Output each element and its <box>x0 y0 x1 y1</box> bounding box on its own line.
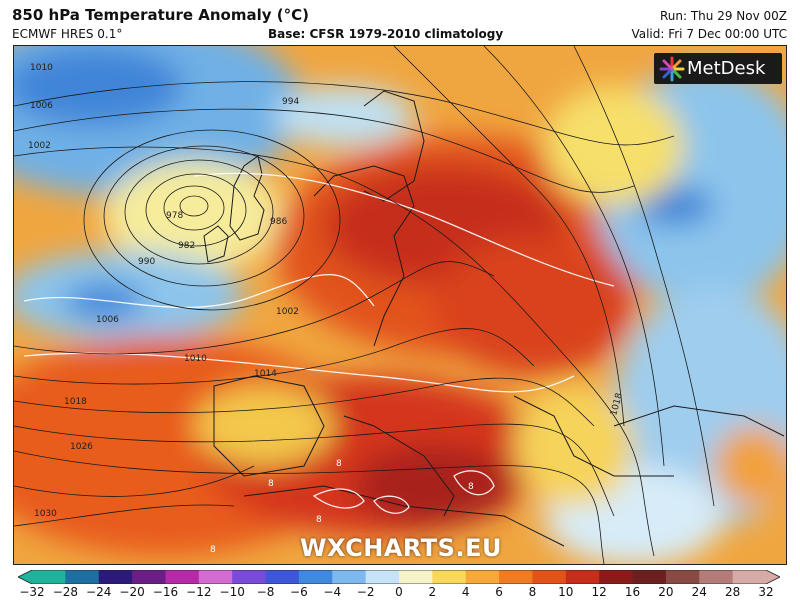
colorbar-tick-label: −20 <box>119 585 145 599</box>
colorbar-tick-label: 24 <box>691 585 707 599</box>
colorbar-cell <box>365 570 400 584</box>
colorbar-cell <box>32 570 66 584</box>
anomaly-label: 8 <box>468 482 474 492</box>
anomaly-labels: 8 8 8 8 8 <box>210 459 474 555</box>
isobar-label: 994 <box>282 97 299 107</box>
colorbar-tick-label: 0 <box>395 585 403 599</box>
isobars <box>14 46 715 564</box>
colorbar-cell <box>532 570 567 584</box>
model-label: ECMWF HRES 0.1° <box>12 27 123 41</box>
colorbar-cell <box>132 570 166 584</box>
isobar-label: 986 <box>270 217 287 227</box>
colorbar-tick-label: 4 <box>461 585 470 599</box>
isobar-label: 982 <box>178 241 195 251</box>
colorbar-cell <box>165 570 200 584</box>
colorbar-tick-label: −2 <box>356 585 375 599</box>
colorbar-cell <box>465 570 500 584</box>
colorbar-cell <box>432 570 467 584</box>
anomaly-label: 8 <box>316 515 322 525</box>
colorbar <box>18 570 780 584</box>
anomaly-label: 8 <box>268 479 274 489</box>
colorbar-tick-label: −24 <box>86 585 112 599</box>
metdesk-starburst-icon <box>659 56 685 82</box>
colorbar-cell <box>198 570 233 584</box>
colorbar-tick-label: −4 <box>323 585 342 599</box>
colorbar-cell <box>265 570 300 584</box>
isobar-label: 1014 <box>254 369 277 379</box>
colorbar-cell <box>699 570 734 584</box>
anomaly-label: 8 <box>210 545 216 555</box>
colorbar-tick-label: 2 <box>428 585 437 599</box>
colorbar-tick-label: 10 <box>558 585 574 599</box>
isobar-label: 1002 <box>28 141 51 151</box>
wxcharts-watermark: WXCHARTS.EU <box>300 534 502 562</box>
anomaly-field <box>14 46 786 564</box>
colorbar-tick-label: 8 <box>528 585 537 599</box>
colorbar-tick-label: 6 <box>495 585 503 599</box>
colorbar-cell <box>499 570 533 584</box>
colorbar-tick-label: 28 <box>724 585 741 599</box>
colorbar-cell <box>65 570 100 584</box>
isobar-label: 1026 <box>70 442 93 452</box>
anomaly-label: 8 <box>336 459 342 469</box>
isobar-label: 1018 <box>64 397 87 407</box>
colorbar-tick-label: −6 <box>290 585 308 599</box>
anomaly-map: 1010 1006 1002 994 978 982 986 990 1006 … <box>13 45 787 565</box>
colorbar-tick-label: 32 <box>758 585 774 599</box>
isobar-label: 1030 <box>34 509 57 519</box>
colorbar-cell <box>399 570 433 584</box>
colorbar-tick-label: −12 <box>186 585 212 599</box>
colorbar-cell <box>565 570 600 584</box>
colorbar-tick-label: 16 <box>624 585 641 599</box>
run-time-label: Run: Thu 29 Nov 00Z <box>659 9 787 23</box>
isobar-label: 1006 <box>96 315 119 325</box>
colorbar-tick-label: −16 <box>152 585 179 599</box>
colorbar-left-arrow <box>18 570 32 584</box>
colorbar-tick-label: −32 <box>19 585 45 599</box>
colorbar-tick-label: 20 <box>658 585 674 599</box>
colorbar-tick-label: −28 <box>52 585 79 599</box>
colorbar-cell <box>732 570 767 584</box>
colorbar-cell <box>332 570 367 584</box>
colorbar-cell <box>298 570 333 584</box>
colorbar-right-arrow <box>766 570 780 584</box>
colorbar-tick-label: −10 <box>219 585 245 599</box>
climatology-base-label: Base: CFSR 1979-2010 climatology <box>268 27 504 41</box>
isobar-label: 1010 <box>184 354 207 364</box>
metdesk-logo-text: MetDesk <box>687 58 766 79</box>
colorbar-cell <box>665 570 700 584</box>
chart-header: 850 hPa Temperature Anomaly (°C) ECMWF H… <box>0 0 800 44</box>
colorbar-cell <box>98 570 133 584</box>
isobar-label: 978 <box>166 211 183 221</box>
colorbar-cell <box>599 570 634 584</box>
isobar-label: 1006 <box>30 101 53 111</box>
metdesk-logo: MetDesk <box>654 53 782 84</box>
valid-time-label: Valid: Fri 7 Dec 00:00 UTC <box>631 27 787 41</box>
colorbar-tick-label: 12 <box>591 585 607 599</box>
colorbar-ticks: −32 −28 −24 −20 −16 −12 −10 −8 −6 −4 −2 0 2 4 6 8 10 12 16… <box>0 585 800 605</box>
colorbar-cell <box>232 570 267 584</box>
map-canvas: 1010 1006 1002 994 978 982 986 990 1006 … <box>14 46 786 564</box>
colorbar-cell <box>632 570 667 584</box>
isobar-label: 1002 <box>276 307 299 317</box>
isobar-label: 990 <box>138 257 155 267</box>
isobar-label: 1010 <box>30 63 53 73</box>
chart-title: 850 hPa Temperature Anomaly (°C) <box>12 6 309 24</box>
colorbar-tick-label: −8 <box>256 585 275 599</box>
